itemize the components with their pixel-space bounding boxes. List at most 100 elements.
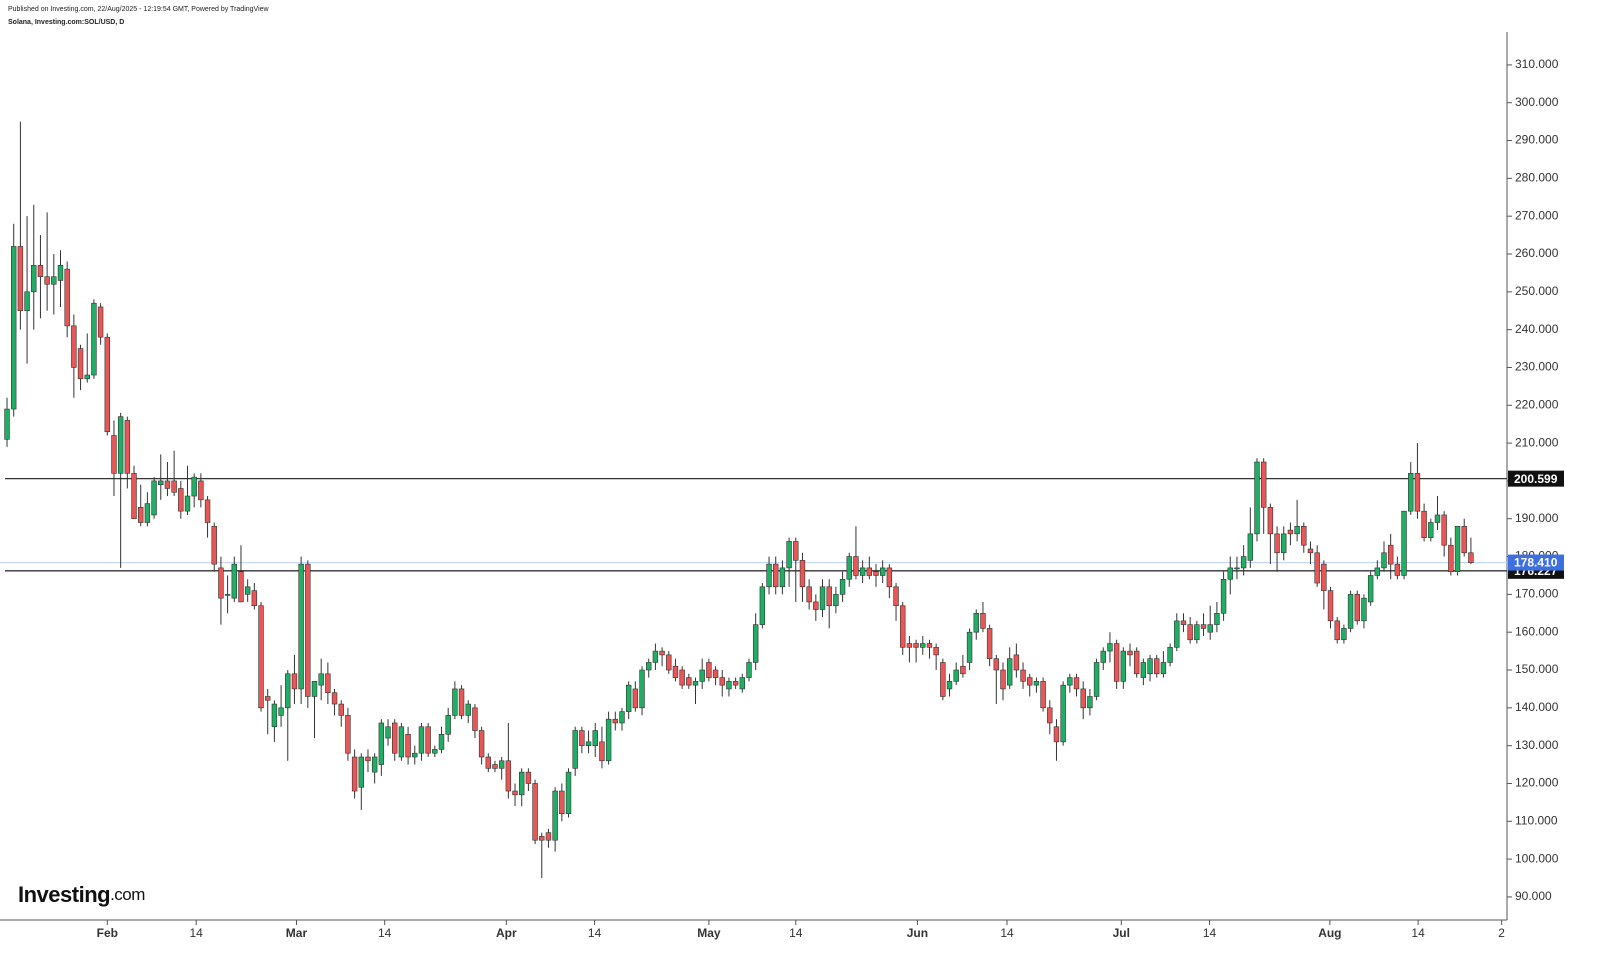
candle-body [338, 703, 344, 716]
candle-body [251, 590, 258, 607]
candle-body [37, 265, 44, 277]
candle-body [879, 567, 886, 576]
logo-main: Investing [18, 882, 110, 907]
candle-body [946, 681, 953, 690]
candle-body [1354, 594, 1360, 622]
y-tick-label: 110.000 [1515, 813, 1558, 827]
candle-body [1461, 525, 1467, 554]
candle-body [412, 752, 418, 758]
candle-body [646, 662, 652, 671]
candle-body [1127, 650, 1133, 656]
candle-body [191, 476, 197, 497]
candle-body [1120, 650, 1127, 682]
candle-body [124, 420, 131, 474]
candle-body [866, 567, 873, 576]
candle-body [71, 325, 77, 368]
candle-body [1454, 525, 1461, 572]
candle-body [1347, 594, 1354, 629]
x-tick-label: 14 [588, 926, 602, 940]
candle-body [826, 586, 832, 607]
price-tag-label: 200.599 [1514, 472, 1558, 486]
candle-body [44, 276, 50, 285]
candle-body [1240, 556, 1247, 569]
candle-body [732, 681, 739, 686]
candle-body [565, 771, 572, 815]
candle-body [1434, 514, 1441, 523]
candle-body [1207, 624, 1213, 633]
y-tick-label: 250.000 [1515, 284, 1559, 298]
logo: Investing.com [18, 882, 145, 907]
x-tick-label: 14 [1000, 926, 1014, 940]
candle-body [585, 741, 592, 746]
candle-body [265, 696, 271, 701]
candle-body [211, 525, 217, 565]
candle-body [726, 681, 732, 690]
candle-body [739, 677, 746, 690]
candle-body [519, 771, 525, 796]
candle-body [632, 688, 639, 709]
candle-body [1087, 696, 1093, 709]
candle-body [525, 771, 532, 784]
candle-body [1133, 650, 1140, 675]
candle-body [639, 669, 645, 709]
candle-body [452, 688, 458, 716]
candle-body [1361, 597, 1367, 622]
candle-body [472, 707, 478, 731]
candle-body [1387, 544, 1394, 565]
candle-body [84, 374, 90, 380]
candle-body [1140, 662, 1147, 678]
candle-body [10, 246, 17, 410]
candle-body [920, 643, 926, 648]
published-note: Published on Investing.com, 22/Aug/2025 … [8, 6, 270, 13]
candle-body [144, 503, 151, 523]
candle-body [432, 749, 438, 754]
candle-body [318, 673, 324, 686]
candle-body [1227, 567, 1233, 580]
candle-body [117, 416, 124, 474]
candle-body [258, 605, 264, 709]
y-tick-label: 130.000 [1515, 738, 1559, 752]
candle-body [458, 688, 465, 716]
x-tick-label: 2 [1498, 926, 1505, 940]
x-tick-label: Mar [286, 926, 308, 940]
candle-body [1020, 669, 1026, 682]
candle-body [799, 560, 806, 588]
candle-body [933, 647, 939, 656]
candle-body [973, 612, 979, 633]
candle-body [1220, 578, 1227, 614]
candle-body [24, 291, 30, 312]
candle-body [77, 348, 84, 380]
candle-body [1160, 662, 1167, 675]
y-tick-label: 90.000 [1515, 889, 1552, 903]
y-tick-label: 300.000 [1515, 95, 1559, 109]
y-tick-label: 280.000 [1515, 171, 1559, 185]
candle-body [238, 571, 244, 603]
candle-body [204, 499, 211, 523]
candle-body [291, 673, 298, 690]
candle-body [859, 567, 866, 576]
candle-body [1200, 624, 1207, 629]
candle-body [980, 612, 986, 629]
candle-body [231, 563, 237, 599]
candle-body [940, 662, 946, 697]
candle-body [906, 643, 913, 648]
candle-body [1321, 563, 1327, 591]
candle-body [331, 692, 338, 705]
candle-body [244, 586, 251, 595]
candle-body [104, 336, 110, 433]
candle-body [1287, 529, 1294, 535]
candle-body [1254, 461, 1260, 535]
candle-body [1154, 658, 1160, 675]
y-tick-label: 160.000 [1515, 624, 1559, 638]
candle-body [1174, 620, 1180, 648]
candle-body [218, 567, 224, 599]
candle-body [512, 790, 518, 796]
candle-body [1113, 643, 1120, 682]
x-tick-label: Jul [1113, 926, 1130, 940]
candle-body [1441, 514, 1447, 546]
candle-body [371, 756, 378, 773]
candle-body [752, 624, 759, 663]
candle-body [773, 563, 779, 588]
candle-body [151, 480, 157, 516]
candle-body [926, 643, 933, 648]
